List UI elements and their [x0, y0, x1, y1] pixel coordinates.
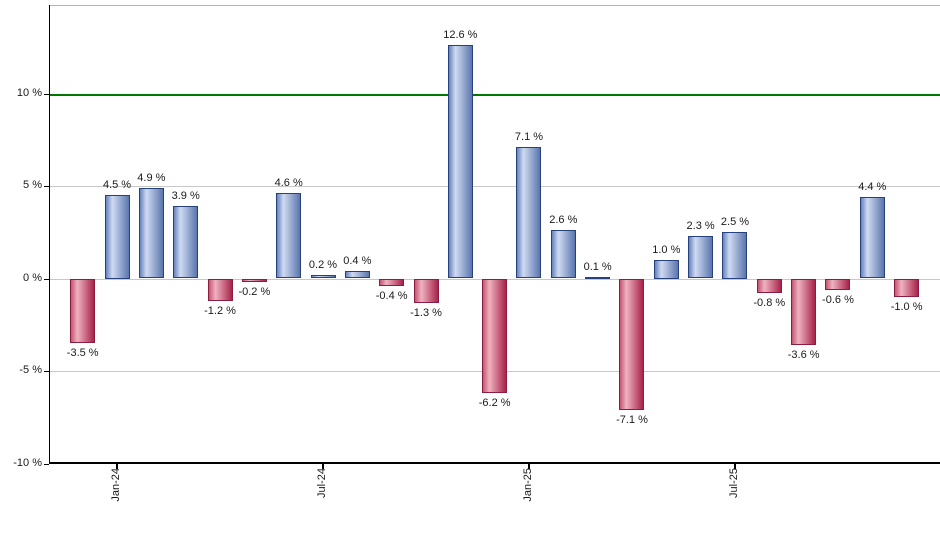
bar-negative	[70, 278, 96, 344]
y-axis-tick	[44, 464, 49, 465]
bar-value-label: 3.9 %	[171, 190, 200, 203]
bar-negative	[791, 278, 817, 346]
bar-value-label: -0.8 %	[753, 297, 786, 310]
bar-negative	[207, 278, 233, 301]
reference-line	[50, 94, 940, 96]
plot-top-border	[50, 5, 940, 6]
bar-value-label: -0.6 %	[822, 293, 854, 306]
y-tick-label: -10 %	[13, 457, 42, 469]
y-tick-label: 0 %	[23, 272, 42, 284]
bar-value-label: -0.2 %	[238, 286, 271, 299]
bar-value-label: 4.4 %	[858, 181, 887, 194]
bar-value-label: 2.6 %	[549, 214, 578, 227]
bar-positive	[344, 271, 370, 279]
y-axis-tick	[44, 371, 49, 372]
x-axis-tick	[116, 464, 118, 469]
bar-positive	[585, 276, 611, 279]
bar-value-label: 1.0 %	[652, 244, 681, 256]
bar-negative	[241, 278, 267, 283]
bar-positive	[550, 230, 576, 279]
x-tick-label: Jan-25	[521, 468, 534, 502]
bar-value-label: 2.3 %	[686, 219, 715, 232]
grid-line	[50, 186, 940, 187]
x-tick-label: Jul-24	[316, 468, 328, 498]
bar-negative	[619, 278, 645, 410]
bar-positive	[138, 187, 164, 279]
bar-value-label: -7.1 %	[616, 413, 648, 426]
x-axis-line	[50, 462, 940, 464]
bar-positive	[173, 206, 199, 279]
x-axis-tick	[528, 464, 530, 469]
y-axis-tick	[44, 186, 49, 187]
y-axis-line	[48, 5, 50, 464]
x-tick-label: Jul-25	[727, 468, 740, 498]
bar-positive	[688, 235, 714, 279]
x-axis-tick	[734, 464, 736, 469]
bar-positive	[653, 260, 679, 279]
y-axis-tick	[44, 94, 49, 95]
bar-value-label: 12.6 %	[443, 29, 478, 42]
x-tick-label: Jan-24	[110, 468, 123, 502]
bar-value-label: 4.6 %	[274, 177, 303, 190]
bar-value-label: 4.5 %	[102, 179, 132, 192]
bar-value-label: 2.5 %	[720, 216, 750, 229]
bar-value-label: 4.9 %	[137, 171, 166, 184]
bar-value-label: 0.4 %	[343, 255, 372, 268]
bar-negative	[894, 278, 920, 297]
y-tick-label: 10 %	[16, 87, 42, 99]
bar-positive	[276, 193, 302, 279]
y-axis-tick	[44, 279, 49, 280]
bar-value-label: -6.2 %	[478, 397, 511, 410]
bar-value-label: -1.2 %	[204, 304, 236, 317]
bar-negative	[413, 278, 439, 303]
bar-negative	[379, 278, 405, 286]
bar-positive	[859, 197, 885, 279]
bar-value-label: -0.4 %	[375, 289, 408, 302]
bar-value-label: -1.0 %	[890, 301, 923, 313]
y-tick-label: 5 %	[23, 179, 42, 191]
bar-value-label: -3.6 %	[787, 349, 820, 362]
bar-negative	[756, 278, 782, 294]
bar-positive	[516, 147, 542, 279]
bar-positive	[447, 45, 473, 279]
bar-value-label: -3.5 %	[66, 347, 99, 360]
bar-value-label: 0.2 %	[308, 258, 338, 271]
bar-value-label: -1.3 %	[410, 306, 442, 319]
x-axis-tick	[322, 464, 324, 469]
bar-value-label: 0.1 %	[583, 260, 612, 273]
bar-positive	[104, 195, 130, 279]
bar-value-label: 7.1 %	[514, 131, 544, 144]
bar-positive	[310, 274, 336, 279]
bar-negative	[825, 278, 851, 290]
bar-negative	[482, 278, 508, 394]
y-tick-label: -5 %	[19, 364, 42, 376]
bar-positive	[722, 232, 748, 279]
